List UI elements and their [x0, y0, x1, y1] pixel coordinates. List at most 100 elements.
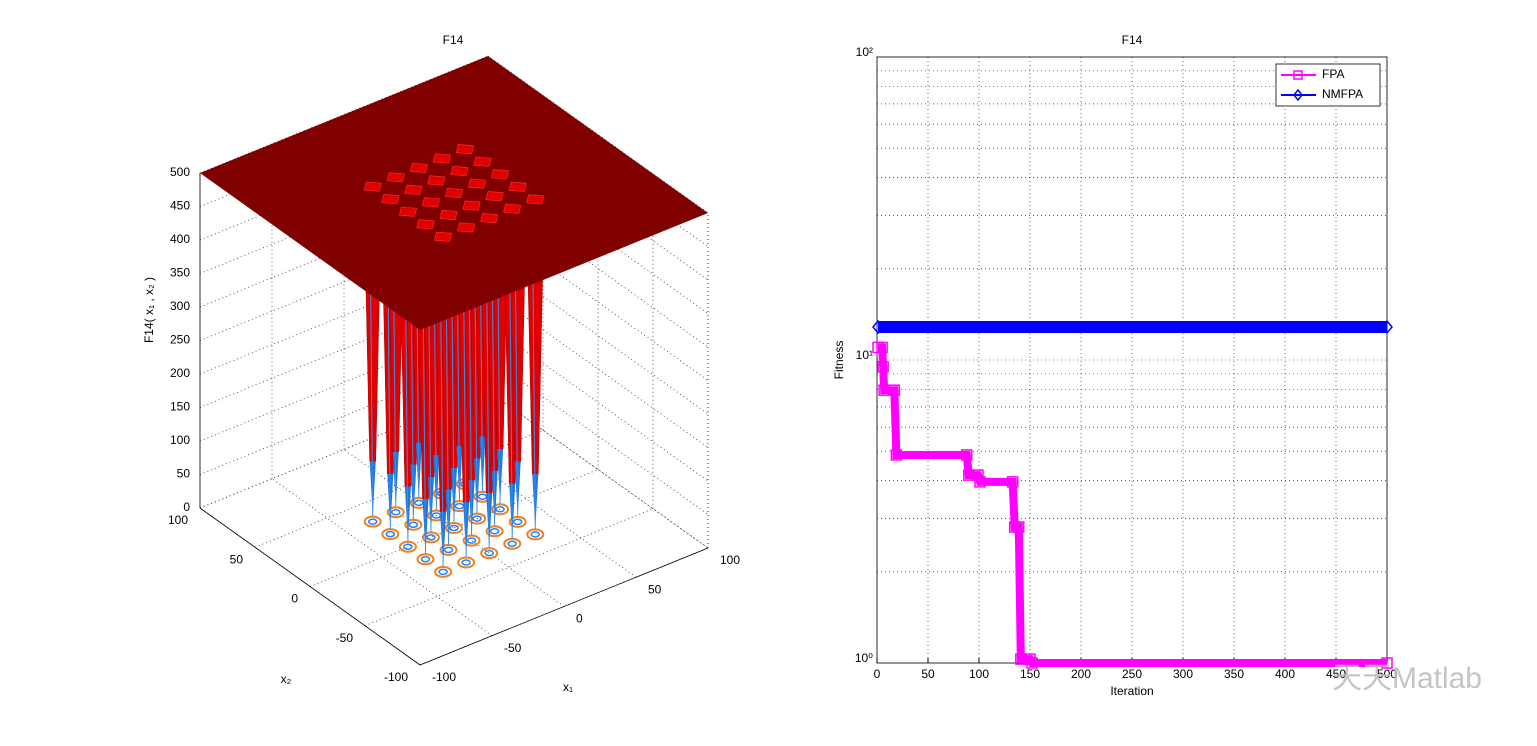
z-tick-label: 500 — [170, 165, 190, 179]
surface-hole — [439, 209, 458, 220]
floor-contour — [385, 530, 396, 538]
x-tick-label: 200 — [1071, 667, 1091, 681]
x-tick-label: 500 — [1377, 667, 1397, 681]
floor-contour — [438, 568, 448, 576]
marker — [963, 469, 975, 481]
legend-marker — [1293, 88, 1303, 102]
floor-contour — [404, 518, 423, 531]
convergence-plot: 10⁰ 10¹ 10² 0 50 100 150 200 250 300 350 400 450 500 F… — [832, 33, 1397, 698]
marker — [1024, 653, 1036, 665]
z-tick-label: 0 — [183, 500, 190, 514]
floor-contour — [495, 506, 505, 513]
marker — [974, 476, 986, 488]
z-tick-label: 50 — [177, 467, 191, 481]
marker — [876, 341, 888, 354]
marker — [961, 449, 973, 461]
floor-contour — [507, 540, 517, 548]
x-tick-label: 100 — [969, 667, 989, 681]
floor-contour — [398, 540, 417, 553]
x-tick-label: 0 — [874, 667, 881, 681]
y-tick-label: 10⁰ — [855, 651, 873, 665]
floor-contour — [512, 518, 523, 526]
marker — [972, 469, 984, 481]
surface-hole — [432, 153, 451, 164]
surface-hole — [480, 213, 499, 224]
marker — [1381, 657, 1393, 669]
floor-contour — [466, 537, 477, 544]
floor-contour — [363, 515, 382, 528]
marker — [877, 360, 889, 373]
x-tick-label: 150 — [1020, 667, 1040, 681]
y-axis-label: Fitness — [832, 341, 846, 380]
floor-contour — [381, 528, 400, 541]
x-tick-label: 0 — [576, 612, 583, 626]
legend-marker — [1293, 70, 1303, 80]
surface-hole — [409, 162, 428, 173]
surface-hole — [508, 181, 527, 192]
y-tick-label: -100 — [384, 670, 408, 684]
x-axis-label: Iteration — [1110, 684, 1153, 698]
series-line — [878, 343, 1387, 667]
axis-line — [419, 547, 709, 666]
floor-contour — [403, 543, 413, 550]
surface-hole — [421, 197, 440, 208]
floor-contour — [408, 521, 419, 529]
floor-contour — [439, 543, 458, 556]
floor-contour — [445, 522, 463, 534]
surface-hole — [485, 191, 504, 202]
y-tick-label: 0 — [291, 592, 298, 606]
floor-contour — [449, 524, 459, 532]
marker — [888, 384, 901, 396]
x-tick-label: 50 — [648, 582, 662, 596]
marker — [1026, 657, 1038, 669]
x-tick-label: 300 — [1173, 667, 1193, 681]
surface-hole — [386, 172, 405, 183]
marker — [890, 449, 903, 461]
floor-contour — [421, 531, 440, 544]
floor-contour — [503, 537, 522, 550]
x-tick-label: 350 — [1224, 667, 1244, 681]
y-tick-label: 50 — [230, 552, 244, 566]
floor-contour — [416, 553, 435, 566]
marker — [1381, 319, 1393, 335]
surface-hole — [404, 184, 423, 195]
floor-contour — [489, 527, 500, 535]
y-tick-label: 100 — [168, 513, 188, 527]
floor-contour — [457, 556, 476, 569]
floor-contour — [434, 565, 453, 578]
floor-contour — [443, 546, 454, 554]
y-tick-label: 10² — [856, 45, 873, 59]
surface-hole — [398, 206, 417, 217]
surface-hole — [416, 219, 435, 230]
surface-hole — [434, 231, 453, 242]
surface-hole — [473, 156, 492, 167]
floor-contour — [426, 534, 436, 541]
floor-contour — [508, 515, 527, 528]
surface-hole — [503, 203, 522, 214]
legend-label: FPA — [1322, 67, 1344, 81]
marker — [1015, 653, 1027, 665]
surface-hole — [462, 200, 481, 211]
x-tick-label: 100 — [720, 553, 740, 567]
x-tick-label: 50 — [921, 667, 935, 681]
floor-contour — [526, 528, 545, 541]
z-tick-label: 100 — [170, 433, 190, 447]
surface-hole — [444, 187, 464, 199]
watermark: 天天Matlab — [1332, 662, 1482, 695]
floor-contour — [472, 515, 482, 522]
legend-label: NMFPA — [1322, 87, 1363, 101]
floor-contour — [530, 531, 541, 538]
floor-contour — [485, 525, 504, 538]
x-tick-label: -50 — [504, 641, 522, 655]
marker — [872, 319, 884, 335]
surface-hole — [450, 166, 469, 177]
x-tick-label: 400 — [1275, 667, 1295, 681]
floor-contour — [386, 506, 405, 519]
surface-hole — [468, 178, 487, 189]
z-tick-label: 350 — [170, 266, 190, 280]
floor-contour — [461, 559, 471, 566]
y-axis-label: x₂ — [281, 672, 292, 686]
floor-contour — [491, 503, 510, 516]
